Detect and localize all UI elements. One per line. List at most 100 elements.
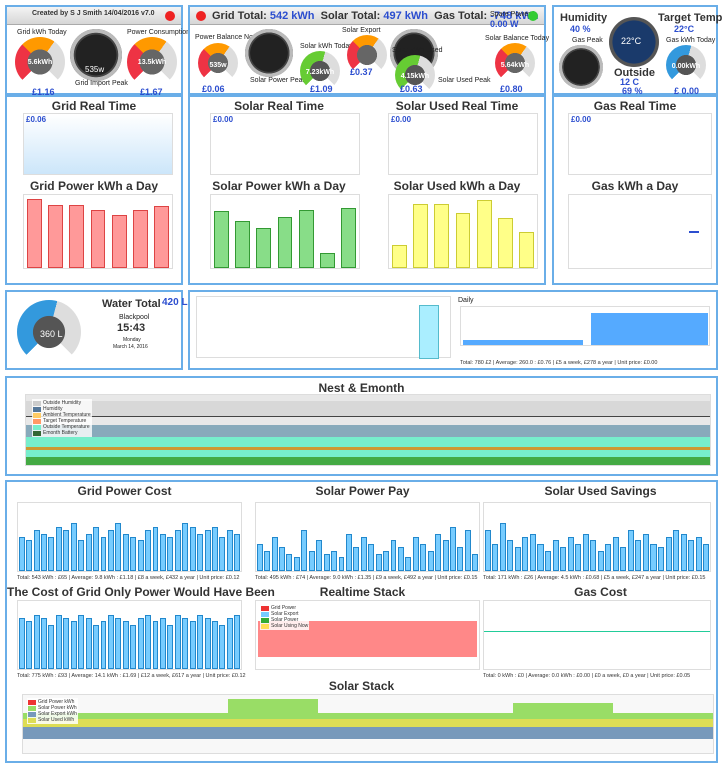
- cost-bar: [78, 540, 85, 571]
- gas-kwh-plot[interactable]: [568, 194, 712, 269]
- legend-item[interactable]: Outside Humidity: [33, 400, 91, 406]
- cost-bar: [612, 537, 619, 571]
- cost-bar: [529, 533, 536, 571]
- legend-item[interactable]: Grid Power: [261, 605, 308, 611]
- cost-bar: [457, 547, 464, 571]
- gas-realtime-plot: £0.00: [568, 113, 712, 175]
- gas-realtime-title: Gas Real Time: [593, 99, 677, 113]
- cost-bar: [167, 537, 174, 571]
- cost-bar: [100, 537, 107, 571]
- cost-bar: [308, 550, 315, 571]
- solar-power-peak: Solar Power Peak: [250, 77, 307, 84]
- grid-cost-plot[interactable]: [17, 502, 242, 572]
- grid-realtime-panel: Grid Real Time £0.06 Grid Power kWh a Da…: [5, 95, 183, 285]
- cost-bar: [590, 540, 597, 571]
- nest-panel: Nest & Emonth Outside Humidity Humidity Am…: [5, 376, 718, 476]
- cost-bar: [63, 530, 70, 571]
- legend-item[interactable]: Target Temperature: [33, 418, 91, 424]
- cost-bar: [137, 540, 144, 571]
- cost-bar: [204, 618, 211, 669]
- cost-bar: [159, 618, 166, 669]
- outside-label: Outside: [614, 67, 655, 79]
- solar-kwh-title: Solar Power kWh a Day: [212, 179, 346, 193]
- solar-export-cost: £0.37: [350, 67, 373, 77]
- cost-bar: [115, 523, 122, 571]
- cost-bar: [122, 621, 129, 669]
- water-day-plot[interactable]: [196, 296, 451, 359]
- solar-kwh-gauge: [300, 51, 340, 91]
- solar-used-savings-plot[interactable]: [483, 502, 711, 572]
- grid-only-plot[interactable]: [17, 600, 242, 670]
- legend-item[interactable]: Solar Export kWh: [28, 711, 77, 717]
- cost-bar: [122, 533, 129, 571]
- legend-item[interactable]: Humidity: [33, 406, 91, 412]
- gas-dial: [559, 45, 603, 89]
- bar-apr-14: [341, 207, 356, 268]
- solar-used-kwh-plot[interactable]: [388, 194, 538, 269]
- cost-bar: [70, 523, 77, 571]
- power-consumption-value: 13.5kWh: [137, 59, 167, 66]
- realtime-stack-plot[interactable]: Grid Power Solar Export Solar Power Solar U…: [255, 600, 480, 670]
- water-daily-plot[interactable]: [460, 306, 710, 346]
- cost-bar: [55, 614, 62, 669]
- cost-bar: [507, 540, 514, 571]
- costs-panel: Grid Power Cost Solar Power Pay Solar Us…: [5, 480, 718, 763]
- legend-item[interactable]: Grid Power kWh: [28, 699, 77, 705]
- solar-dial: [245, 29, 293, 77]
- legend-item[interactable]: Solar Used kWh: [28, 717, 77, 723]
- legend-item[interactable]: Emonth Battery: [33, 430, 91, 436]
- bar-apr-11: [90, 209, 106, 268]
- gas-kwh-title: Gas kWh a Day: [591, 179, 679, 193]
- cost-bar: [338, 557, 345, 571]
- cost-bar: [680, 533, 687, 571]
- legend-item[interactable]: Ambient Temperature: [33, 412, 91, 418]
- solar-stack-plot[interactable]: Grid Power kWh Solar Power kWh Solar Expor…: [22, 694, 714, 754]
- cost-bar: [673, 530, 680, 571]
- grid-realtime-title: Grid Real Time: [51, 99, 137, 113]
- water-chart-panel: Daily Total: 780 £2 | Average: 260.0 : £…: [188, 290, 718, 370]
- cost-bar: [412, 537, 419, 571]
- balance-cost: £0.06: [202, 84, 225, 94]
- cost-bar: [472, 554, 479, 571]
- grid-cost-right: £1.67: [140, 87, 163, 97]
- cost-bar: [33, 614, 40, 669]
- bar-apr-12: [298, 209, 314, 268]
- solar-export-label: Solar Export: [342, 27, 381, 34]
- water-title: Water Total: [102, 298, 161, 310]
- cost-bar: [182, 618, 189, 669]
- water-date: March 14, 2016: [113, 344, 148, 350]
- water-location: Blackpool: [119, 314, 150, 321]
- cost-bar: [323, 554, 330, 571]
- legend-item[interactable]: Solar Export: [261, 611, 308, 617]
- cost-bar: [642, 533, 649, 571]
- cost-bar: [353, 547, 360, 571]
- cost-bar: [383, 550, 390, 571]
- water-gauge: [17, 300, 81, 364]
- grid-cost-left: £1.16: [32, 87, 55, 97]
- nest-plot[interactable]: Outside Humidity Humidity Ambient Temperat…: [25, 394, 711, 466]
- legend-item[interactable]: Outside Temperature: [33, 424, 91, 430]
- legend-item[interactable]: Solar Power kWh: [28, 705, 77, 711]
- solar-used-peak: Solar Used Peak: [438, 77, 491, 84]
- water-day: Monday: [123, 337, 141, 343]
- cost-bar: [620, 547, 627, 571]
- solar-kwh-plot[interactable]: [210, 194, 360, 269]
- grid-realtime-plot: £0.06: [23, 113, 173, 175]
- power-consumption-gauge: [127, 37, 177, 87]
- bar-apr-11: [455, 213, 471, 268]
- bar-apr-14: [154, 205, 169, 268]
- legend-item[interactable]: Solar Using Now: [261, 623, 308, 629]
- cost-bar: [514, 547, 521, 571]
- grid-only-stats: Total: 775 kWh : £93 | Average: 14.1 kWh…: [17, 673, 246, 679]
- outside-humidity: 69 %: [622, 86, 643, 96]
- solar-pay-plot[interactable]: [255, 502, 480, 572]
- gas-cost-plot[interactable]: [483, 600, 711, 670]
- legend-item[interactable]: Solar Power: [261, 617, 308, 623]
- gas-summary-panel: Humidity 40 % Gas Peak 22°C Target Temp …: [552, 5, 722, 96]
- grid-kwh-plot[interactable]: [23, 194, 173, 269]
- cost-bar: [582, 533, 589, 571]
- cost-bar: [137, 618, 144, 669]
- solar-realtime-plot: £0.00: [210, 113, 360, 175]
- water-total: 420 L: [162, 297, 188, 308]
- cost-bar: [405, 557, 412, 571]
